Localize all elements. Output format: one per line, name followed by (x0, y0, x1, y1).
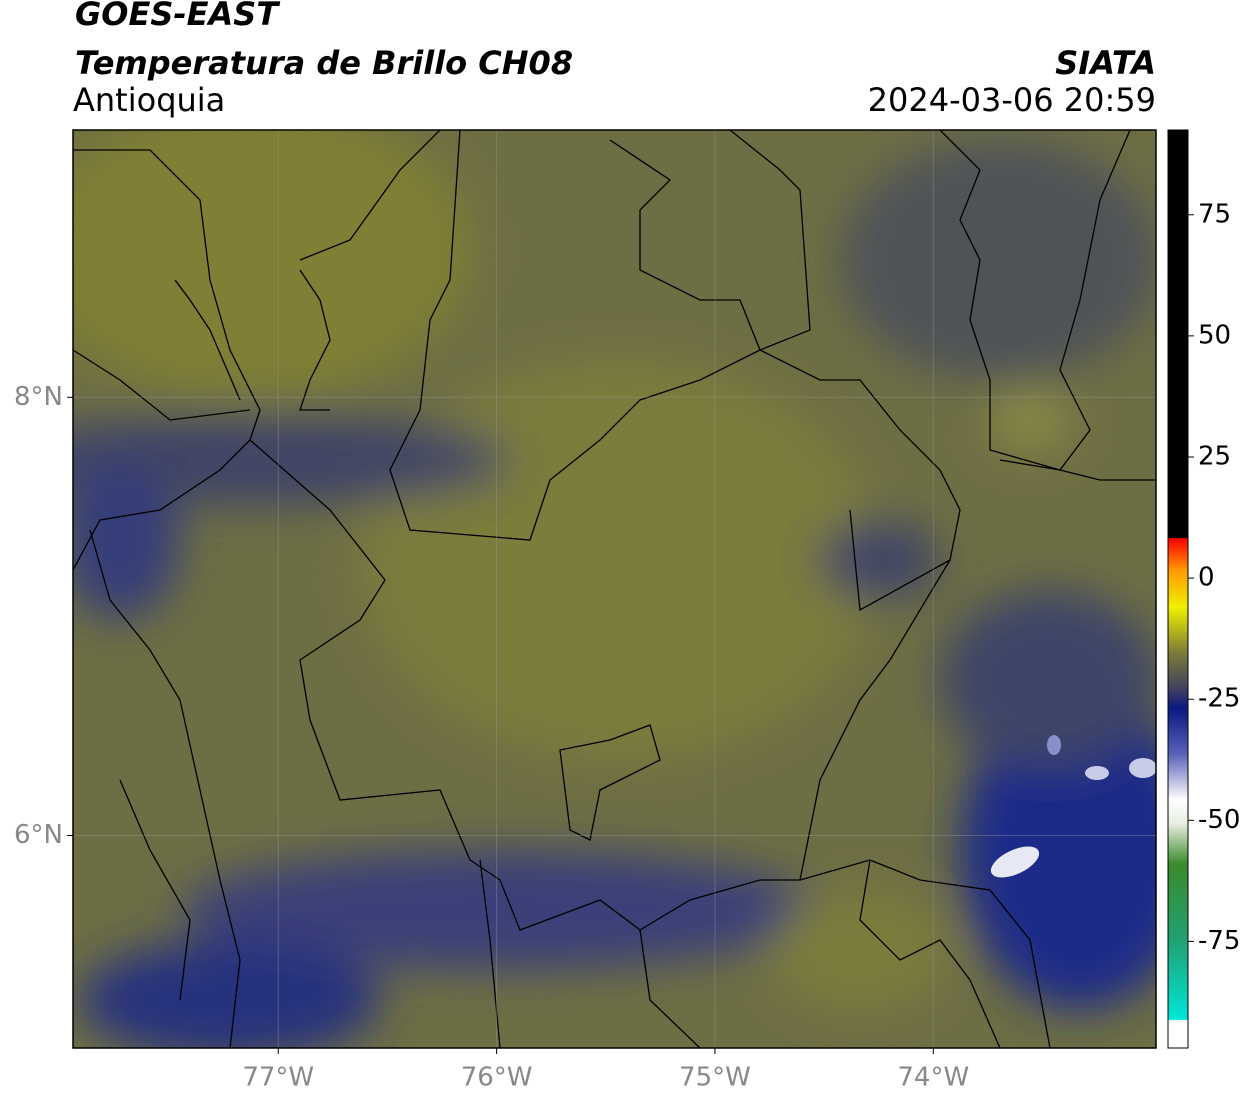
timestamp: 2024-03-06 20:59 (868, 81, 1156, 119)
lon-tick-label: 76°W (461, 1063, 533, 1093)
colorbar-tick-label: 25 (1198, 441, 1231, 471)
grid (73, 130, 1156, 1048)
lon-tick-label: 74°W (897, 1063, 969, 1093)
lat-tick-label: 6°N (14, 820, 63, 850)
colorbar-tick-label: -25 (1198, 684, 1240, 714)
lat-tick-label: 8°N (14, 382, 63, 412)
colorbar-tick-label: 0 (1198, 563, 1215, 593)
lon-tick-label: 77°W (242, 1063, 314, 1093)
colorbar-tick-label: 75 (1198, 199, 1231, 229)
map-frame (72, 129, 1157, 1049)
lon-tick-label: 75°W (679, 1063, 751, 1093)
colorbar-tick-label: -50 (1198, 805, 1240, 835)
colorbar-tick-label: 50 (1198, 320, 1231, 350)
subtitle: Temperatura de Brillo CH08 (75, 44, 573, 82)
source: SIATA (1055, 44, 1156, 82)
title: GOES-EAST (75, 0, 280, 33)
colorbar-tick-label: -75 (1198, 926, 1240, 956)
map-image (73, 130, 1156, 1048)
colorbar (1167, 129, 1189, 1049)
region: Antioquia (73, 81, 225, 119)
